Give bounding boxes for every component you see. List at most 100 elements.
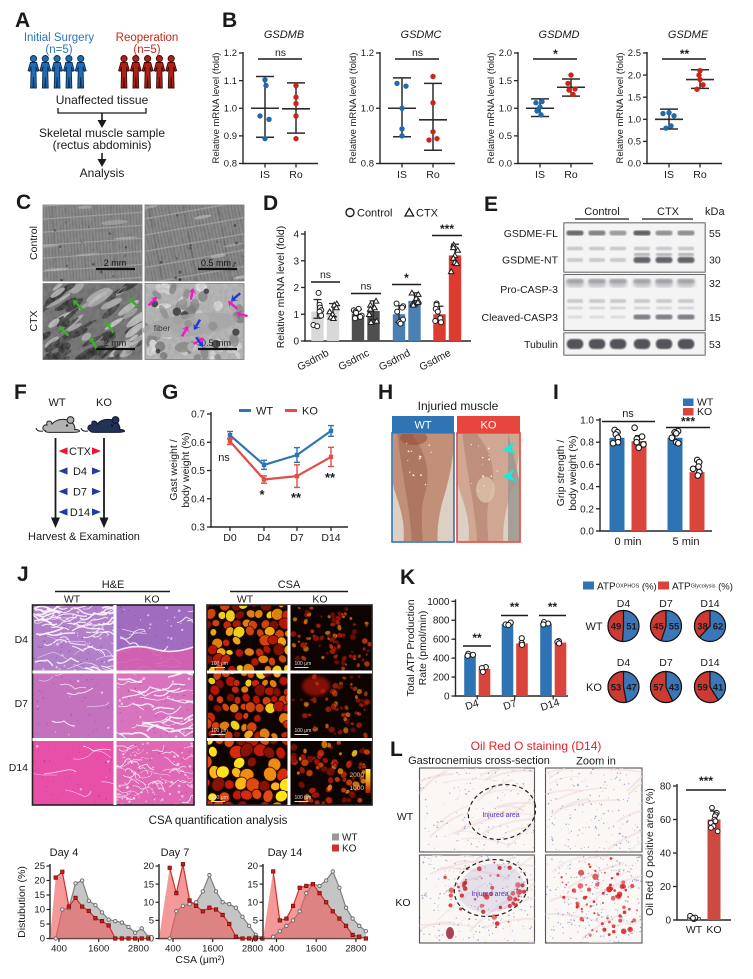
svg-text:0 min: 0 min: [615, 536, 642, 548]
svg-text:D14: D14: [321, 532, 340, 544]
svg-text:D7: D7: [659, 598, 673, 610]
svg-text:WT: WT: [414, 420, 431, 432]
svg-text:D7: D7: [73, 487, 87, 499]
svg-text:D4: D4: [15, 634, 29, 646]
svg-text:10: 10: [143, 897, 154, 908]
svg-text:CTX: CTX: [69, 446, 92, 458]
svg-text:WT: WT: [686, 924, 703, 936]
svg-text:***: ***: [681, 415, 695, 429]
svg-text:100 μm: 100 μm: [211, 795, 228, 801]
svg-text:IS: IS: [664, 169, 674, 181]
svg-text:CTX: CTX: [657, 206, 680, 218]
svg-text:*: *: [259, 487, 265, 502]
svg-text:2800: 2800: [345, 944, 366, 955]
svg-text:1: 1: [293, 310, 299, 321]
svg-text:D7: D7: [290, 532, 304, 544]
svg-text:25: 25: [34, 861, 45, 872]
svg-text:**: **: [291, 490, 302, 505]
svg-text:Cleaved-CASP3: Cleaved-CASP3: [482, 312, 559, 324]
svg-text:0: 0: [444, 692, 450, 703]
svg-text:KO: KO: [395, 897, 410, 909]
svg-text:0.8: 0.8: [224, 159, 237, 170]
svg-text:0.5: 0.5: [191, 466, 205, 477]
svg-text:WT: WT: [585, 621, 602, 633]
svg-text:KO: KO: [144, 594, 159, 606]
svg-text:*: *: [404, 271, 409, 285]
svg-text:ns: ns: [218, 452, 230, 464]
svg-text:0: 0: [665, 916, 671, 927]
svg-text:Gastrocnemius cross-section: Gastrocnemius cross-section: [408, 755, 550, 767]
svg-text:E: E: [484, 193, 498, 216]
svg-text:3: 3: [293, 256, 299, 267]
svg-text:Day 4: Day 4: [50, 847, 79, 859]
svg-text:WT: WT: [342, 833, 358, 844]
svg-text:15: 15: [143, 879, 154, 890]
svg-text:0: 0: [253, 934, 258, 945]
svg-text:15: 15: [247, 879, 258, 890]
svg-text:Reoperation: Reoperation: [116, 32, 179, 44]
svg-text:Gsdmd: Gsdmd: [377, 347, 413, 374]
svg-text:KO: KO: [706, 924, 721, 936]
svg-text:A: A: [15, 9, 30, 32]
svg-text:WT: WT: [64, 594, 81, 606]
svg-text:CSA (μm²): CSA (μm²): [175, 954, 224, 966]
svg-text:KO: KO: [481, 420, 497, 432]
svg-text:Gast weight /: Gast weight /: [168, 439, 180, 500]
svg-text:(n=5): (n=5): [133, 44, 160, 56]
svg-text:2 mm: 2 mm: [104, 338, 127, 348]
svg-text:1600: 1600: [88, 944, 109, 955]
svg-text:1.5: 1.5: [499, 76, 512, 87]
svg-text:D14: D14: [9, 762, 28, 774]
svg-text:15: 15: [34, 890, 45, 901]
svg-text:0.2: 0.2: [580, 504, 594, 515]
svg-text:**: **: [472, 631, 482, 645]
svg-text:1.2: 1.2: [224, 48, 237, 59]
svg-text:0.6: 0.6: [191, 438, 205, 449]
svg-text:GSDMD: GSDMD: [539, 29, 580, 41]
svg-text:***: ***: [440, 222, 454, 236]
svg-text:20: 20: [143, 861, 154, 872]
svg-text:CTX: CTX: [416, 208, 439, 220]
svg-text:C: C: [16, 191, 31, 214]
svg-text:Relative mRNA level (fold): Relative mRNA level (fold): [486, 53, 497, 164]
svg-text:62: 62: [713, 622, 724, 633]
svg-text:800: 800: [433, 616, 450, 627]
svg-text:400: 400: [269, 944, 285, 955]
svg-text:0.4: 0.4: [580, 482, 594, 493]
svg-text:5 min: 5 min: [673, 536, 700, 548]
svg-text:Injuried muscle: Injuried muscle: [418, 399, 499, 413]
svg-text:53: 53: [611, 683, 622, 694]
svg-text:400: 400: [433, 654, 450, 665]
svg-text:WT: WT: [48, 397, 65, 409]
svg-text:Relative mRNA level (fold): Relative mRNA level (fold): [615, 53, 626, 164]
svg-text:Ro: Ro: [289, 169, 303, 181]
svg-text:D4: D4: [73, 466, 87, 478]
svg-text:body weight (%): body weight (%): [567, 435, 579, 510]
svg-text:kDa: kDa: [705, 206, 725, 218]
svg-text:2800: 2800: [128, 944, 149, 955]
svg-text:WT: WT: [397, 811, 414, 823]
svg-text:55: 55: [669, 622, 680, 633]
svg-text:Ro: Ro: [693, 169, 707, 181]
svg-text:0: 0: [293, 337, 299, 348]
svg-text:10: 10: [247, 897, 258, 908]
svg-text:600: 600: [433, 635, 450, 646]
svg-text:20: 20: [247, 861, 258, 872]
svg-text:CSA: CSA: [278, 579, 301, 591]
svg-text:2.0: 2.0: [628, 70, 641, 81]
svg-text:**: **: [680, 47, 690, 61]
svg-text:(n=5): (n=5): [45, 44, 72, 56]
svg-text:WT: WT: [237, 594, 254, 606]
svg-text:Ro: Ro: [564, 169, 578, 181]
svg-text:Relative mRNA level (fold): Relative mRNA level (fold): [348, 53, 359, 164]
svg-text:J: J: [17, 563, 29, 586]
svg-text:Gsdmc: Gsdmc: [336, 347, 371, 373]
svg-text:**: **: [325, 470, 336, 485]
svg-text:60: 60: [660, 815, 672, 826]
svg-text:1600: 1600: [306, 944, 327, 955]
svg-text:59: 59: [697, 683, 708, 694]
svg-text:*: *: [553, 47, 558, 61]
svg-text:0.9: 0.9: [224, 131, 237, 142]
svg-text:47: 47: [626, 683, 637, 694]
svg-text:100 μm: 100 μm: [295, 661, 312, 667]
